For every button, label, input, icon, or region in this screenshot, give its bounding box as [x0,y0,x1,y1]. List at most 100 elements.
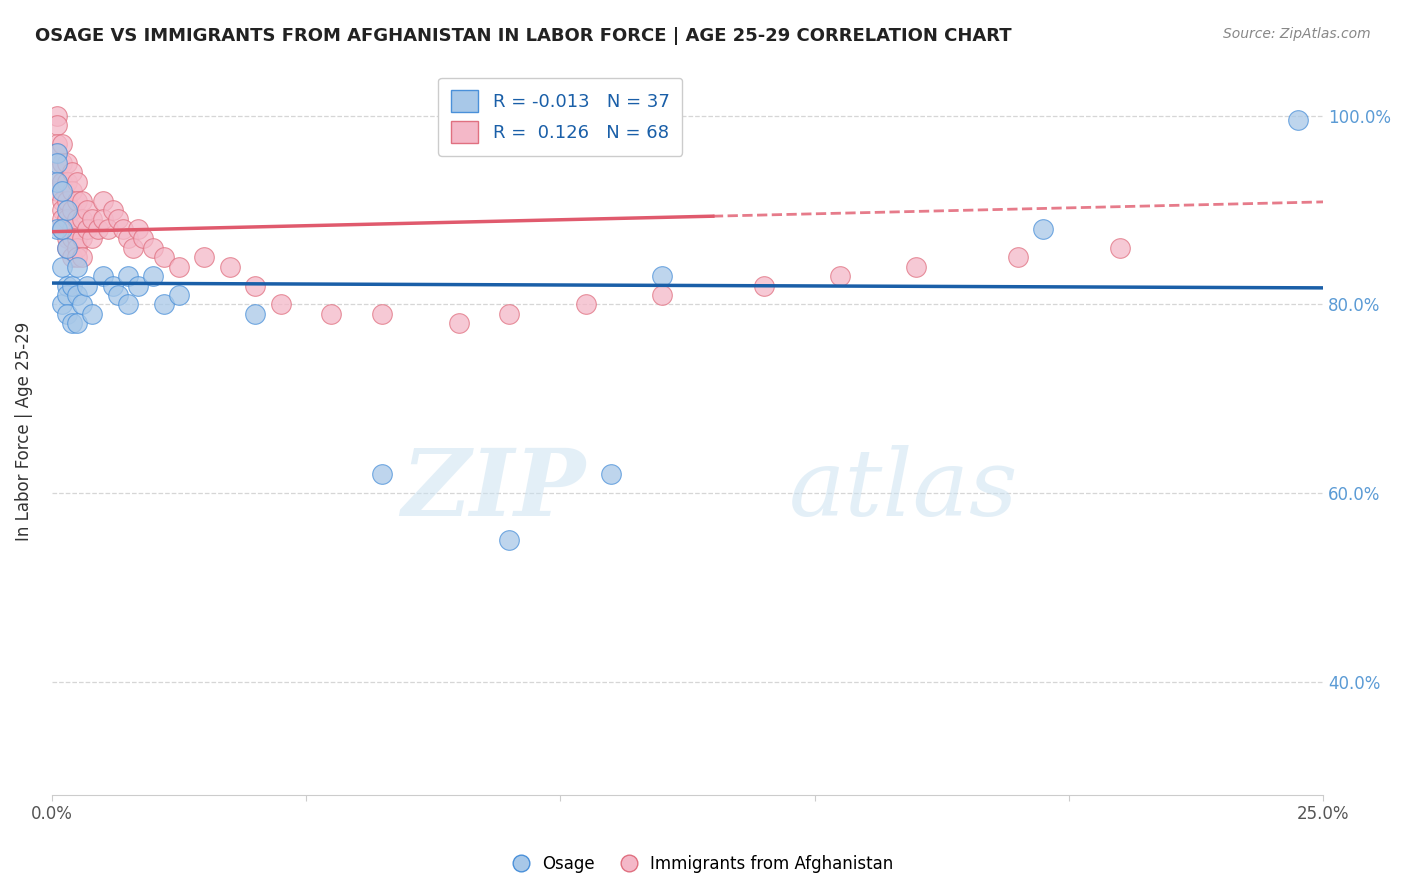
Point [243,307,266,321]
Point [651,269,673,284]
Point [270,297,292,311]
Point [651,288,673,302]
Point [167,288,190,302]
Point [45,109,67,123]
Point [45,165,67,179]
Point [752,278,775,293]
Point [45,118,67,132]
Point [66,212,89,227]
Point [127,278,149,293]
Point [51,222,73,236]
Point [60,316,83,330]
Point [91,194,114,208]
Point [56,241,79,255]
Text: ZIP: ZIP [402,445,586,535]
Point [97,222,120,236]
Point [72,297,94,311]
Point [66,250,89,264]
Point [72,212,94,227]
Y-axis label: In Labor Force | Age 25-29: In Labor Force | Age 25-29 [15,322,32,541]
Point [45,146,67,161]
Point [76,278,98,293]
Point [82,231,104,245]
Point [51,184,73,198]
Point [60,184,83,198]
Point [45,184,67,198]
Point [56,307,79,321]
Point [56,175,79,189]
Point [905,260,928,274]
Point [66,241,89,255]
Point [132,231,155,245]
Point [66,316,89,330]
Point [218,260,240,274]
Point [51,212,73,227]
Point [45,156,67,170]
Point [498,307,520,321]
Point [828,269,851,284]
Point [127,222,149,236]
Point [167,260,190,274]
Point [51,156,73,170]
Point [72,250,94,264]
Point [66,288,89,302]
Point [60,165,83,179]
Point [66,231,89,245]
Point [243,278,266,293]
Point [60,202,83,217]
Point [60,231,83,245]
Point [60,222,83,236]
Point [72,194,94,208]
Text: atlas: atlas [789,445,1019,535]
Point [142,241,165,255]
Point [86,222,108,236]
Point [51,260,73,274]
Point [117,297,139,311]
Point [76,222,98,236]
Point [51,202,73,217]
Point [117,231,139,245]
Point [66,194,89,208]
Point [101,202,124,217]
Point [76,202,98,217]
Point [56,202,79,217]
Point [101,278,124,293]
Point [91,212,114,227]
Text: OSAGE VS IMMIGRANTS FROM AFGHANISTAN IN LABOR FORCE | AGE 25-29 CORRELATION CHAR: OSAGE VS IMMIGRANTS FROM AFGHANISTAN IN … [35,27,1012,45]
Legend: R = -0.013   N = 37, R =  0.126   N = 68: R = -0.013 N = 37, R = 0.126 N = 68 [439,78,682,156]
Point [82,212,104,227]
Point [1032,222,1054,236]
Point [56,231,79,245]
Point [371,467,394,482]
Point [51,175,73,189]
Point [447,316,470,330]
Point [56,241,79,255]
Point [60,250,83,264]
Point [51,222,73,236]
Point [371,307,394,321]
Point [66,175,89,189]
Point [142,269,165,284]
Point [56,212,79,227]
Text: Source: ZipAtlas.com: Source: ZipAtlas.com [1223,27,1371,41]
Point [82,307,104,321]
Point [45,222,67,236]
Point [1007,250,1029,264]
Point [117,269,139,284]
Point [498,533,520,548]
Point [107,212,129,227]
Point [1108,241,1130,255]
Point [152,297,174,311]
Legend: Osage, Immigrants from Afghanistan: Osage, Immigrants from Afghanistan [506,848,900,880]
Point [575,297,598,311]
Point [91,269,114,284]
Point [56,278,79,293]
Point [51,297,73,311]
Point [66,260,89,274]
Point [321,307,343,321]
Point [60,278,83,293]
Point [122,241,145,255]
Point [56,156,79,170]
Point [45,146,67,161]
Point [51,194,73,208]
